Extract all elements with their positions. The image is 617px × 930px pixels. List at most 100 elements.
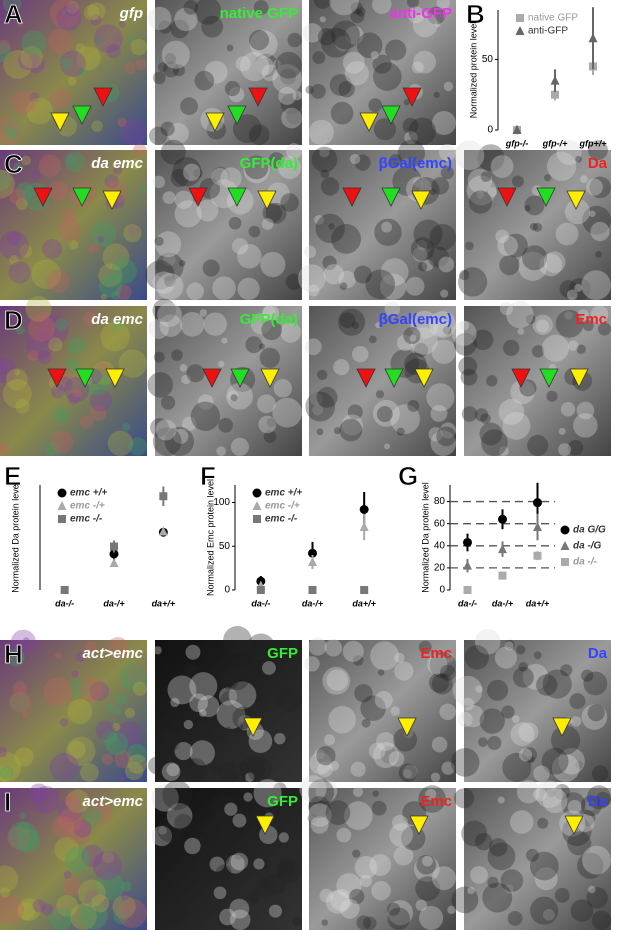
image-texture <box>376 732 396 752</box>
legend-label: emc -/- <box>265 514 298 525</box>
image-texture <box>590 221 610 242</box>
image-texture <box>543 251 566 274</box>
image-texture <box>13 369 20 376</box>
image-texture <box>516 780 540 804</box>
image-texture <box>334 36 351 52</box>
image-texture <box>472 329 494 351</box>
image-texture <box>384 443 391 450</box>
image-texture <box>430 430 456 456</box>
image-texture <box>459 269 470 281</box>
image-texture <box>542 788 568 814</box>
micrograph: da emc <box>0 295 147 457</box>
image-texture <box>494 646 517 669</box>
image-texture <box>231 238 249 255</box>
image-texture <box>2 379 32 409</box>
image-texture <box>530 896 559 925</box>
image-texture <box>477 144 505 172</box>
image-texture <box>440 664 456 681</box>
x-tick-label: da+/+ <box>152 598 176 608</box>
arrowhead <box>411 190 431 210</box>
image-texture <box>402 764 418 780</box>
image-texture <box>454 788 475 809</box>
arrowhead <box>102 190 122 210</box>
image-texture <box>428 672 450 693</box>
image-texture <box>166 803 193 829</box>
image-texture <box>25 295 52 322</box>
image-texture <box>368 335 377 344</box>
image-texture <box>59 50 86 77</box>
image-texture <box>70 678 89 698</box>
image-texture <box>218 687 238 706</box>
image-texture <box>57 797 83 823</box>
image-texture <box>371 800 387 816</box>
image-texture <box>234 851 243 860</box>
image-texture <box>380 746 398 764</box>
image-texture <box>495 229 509 244</box>
image-texture <box>152 298 177 323</box>
image-texture <box>427 654 448 675</box>
arrowhead <box>75 368 95 388</box>
image-texture <box>519 379 537 397</box>
image-texture <box>225 854 245 874</box>
image-texture <box>0 169 15 199</box>
image-texture <box>124 62 136 75</box>
point <box>588 33 598 43</box>
image-texture <box>316 746 336 766</box>
image-texture <box>567 340 579 351</box>
image-texture <box>499 302 513 316</box>
image-texture <box>408 117 437 145</box>
image-texture <box>79 901 108 930</box>
image-texture <box>100 321 130 352</box>
image-texture <box>502 752 532 782</box>
image-texture <box>102 243 130 271</box>
image-texture <box>254 56 274 76</box>
image-texture <box>68 337 87 355</box>
image-texture <box>393 727 418 752</box>
image-texture <box>405 276 425 296</box>
image-texture <box>50 430 74 454</box>
image-texture <box>436 0 451 10</box>
image-texture <box>15 822 30 837</box>
image-texture <box>46 269 71 293</box>
image-texture <box>461 697 475 711</box>
image-texture <box>203 312 227 336</box>
image-texture <box>489 838 508 857</box>
image-texture <box>461 820 488 847</box>
image-texture <box>416 240 428 251</box>
image-texture <box>155 231 182 258</box>
image-texture <box>19 812 27 820</box>
image-texture <box>236 771 247 782</box>
image-texture <box>58 808 83 833</box>
image-texture <box>345 25 364 45</box>
image-texture <box>246 633 276 663</box>
image-texture <box>389 823 413 847</box>
image-texture <box>531 345 545 358</box>
micrograph: βGal(emc) <box>297 139 457 301</box>
image-texture <box>474 628 501 655</box>
image-texture <box>280 193 299 212</box>
image-texture <box>114 707 122 715</box>
image-texture <box>277 860 295 878</box>
image-texture <box>199 825 207 833</box>
y-tick-label: 0 <box>487 125 493 136</box>
image-texture <box>415 899 427 911</box>
x-tick-label: da-/- <box>251 598 270 608</box>
image-texture <box>148 126 168 145</box>
image-label: act>emc <box>83 645 144 662</box>
image-label: act>emc <box>83 793 144 810</box>
image-texture <box>167 123 189 144</box>
image-texture <box>0 362 8 376</box>
image-texture <box>307 779 335 806</box>
image-texture <box>464 241 474 251</box>
image-texture <box>589 176 611 199</box>
image-texture <box>118 349 147 378</box>
arrowhead <box>356 368 376 388</box>
image-texture <box>229 909 251 930</box>
image-texture <box>26 97 54 125</box>
image-label: Emc <box>575 311 607 328</box>
image-texture <box>506 300 534 329</box>
image-texture <box>344 61 369 86</box>
micrograph: Emc <box>304 637 457 782</box>
arrowhead <box>342 187 362 207</box>
image-texture <box>440 422 457 439</box>
